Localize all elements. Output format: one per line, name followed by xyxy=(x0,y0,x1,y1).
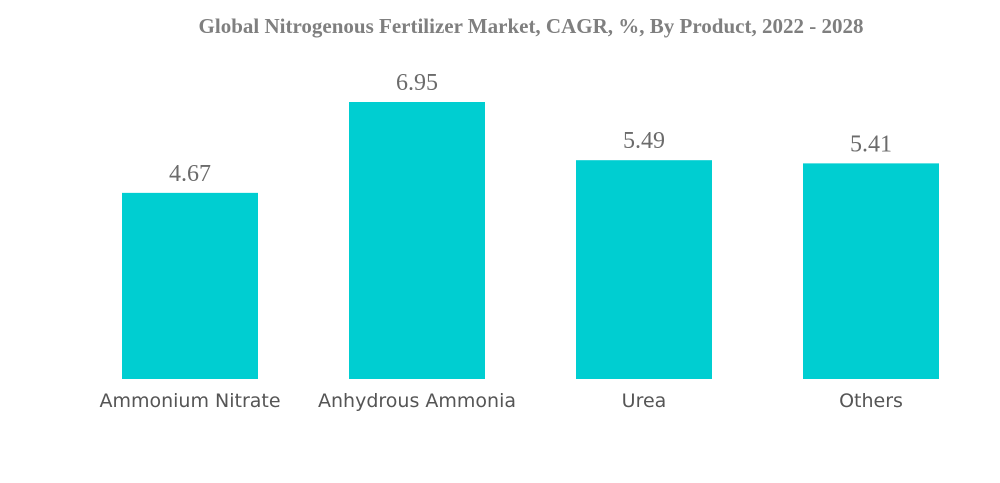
bar-0 xyxy=(122,192,258,379)
bar-1 xyxy=(349,102,485,379)
value-label-3: 5.41 xyxy=(850,131,892,157)
bar-2 xyxy=(576,160,712,379)
chart-title: Global Nitrogenous Fertilizer Market, CA… xyxy=(198,14,864,38)
category-label-2: Urea xyxy=(622,390,667,412)
value-label-2: 5.49 xyxy=(623,128,665,154)
category-label-0: Ammonium Nitrate xyxy=(99,390,280,412)
value-labels-group: 4.67 6.95 5.49 5.41 xyxy=(169,70,892,187)
bar-3 xyxy=(803,163,939,379)
category-label-1: Anhydrous Ammonia xyxy=(318,390,516,412)
value-label-1: 6.95 xyxy=(396,70,438,96)
value-label-0: 4.67 xyxy=(169,161,211,187)
category-labels-group: Ammonium Nitrate Anhydrous Ammonia Urea Oth… xyxy=(99,390,902,412)
category-label-3: Others xyxy=(839,390,903,412)
bars-group xyxy=(122,102,939,379)
